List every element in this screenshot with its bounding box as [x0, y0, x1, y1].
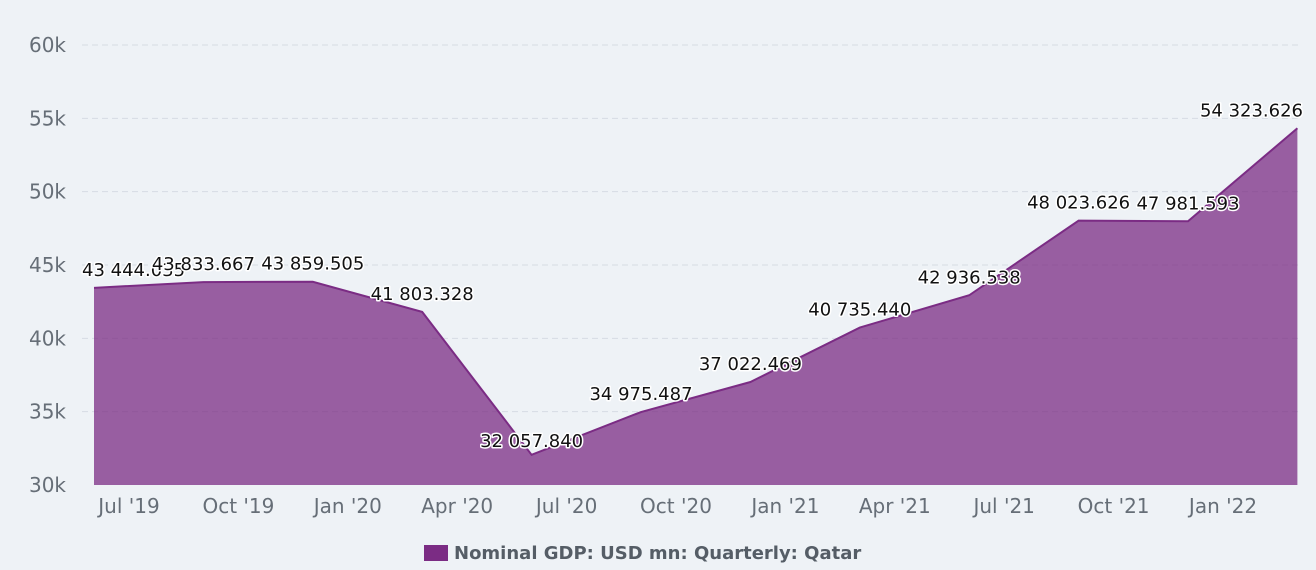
y-tick-label: 50k	[29, 180, 66, 204]
data-label: 43 444.035	[82, 260, 185, 281]
y-tick-label: 55k	[29, 106, 66, 130]
x-tick-label: Oct '19	[202, 494, 274, 518]
x-axis: Jul '19 Oct '19 Jan '20 Apr '20 Jul '20 Oct '…	[96, 494, 1257, 518]
x-tick-label: Oct '21	[1078, 494, 1150, 518]
data-label: 42 936.538	[918, 267, 1021, 288]
area-fill	[94, 128, 1298, 485]
data-label: 48 023.626	[1027, 193, 1130, 214]
data-label: 41 803.328	[371, 284, 474, 305]
x-tick-label: Apr '20	[421, 494, 493, 518]
y-tick-label: 60k	[29, 33, 66, 57]
x-tick-label: Jul '19	[96, 494, 159, 518]
y-tick-label: 30k	[29, 473, 66, 497]
y-tick-label: 45k	[29, 253, 66, 277]
x-tick-label: Jan '22	[1187, 494, 1257, 518]
series-line[interactable]	[93, 127, 1299, 457]
y-tick-label: 35k	[29, 400, 66, 424]
data-label: 43 859.505	[261, 254, 364, 275]
x-tick-label: Jul '20	[534, 494, 597, 518]
x-tick-label: Jan '21	[749, 494, 819, 518]
legend-swatch	[424, 545, 448, 561]
legend[interactable]: Nominal GDP: USD mn: Quarterly: Qatar	[424, 540, 861, 566]
x-tick-label: Jan '20	[312, 494, 382, 518]
data-label: 47 981.593	[1136, 193, 1239, 214]
data-label: 43 833.667	[152, 254, 255, 275]
series-area	[93, 127, 1299, 485]
x-tick-label: Jul '21	[971, 494, 1034, 518]
y-axis: 30k 35k 40k 45k 50k 55k 60k	[29, 33, 66, 497]
data-label: 40 735.440	[808, 300, 911, 321]
data-label: 32 057.840	[480, 431, 583, 452]
x-tick-label: Oct '20	[640, 494, 712, 518]
x-tick-label: Apr '21	[859, 494, 931, 518]
legend-label[interactable]: Nominal GDP: USD mn: Quarterly: Qatar	[454, 542, 862, 564]
data-label: 37 022.469	[699, 354, 802, 375]
data-label: 34 975.487	[589, 384, 692, 405]
area-chart: 30k 35k 40k 45k 50k 55k 60k Jul '19 Oct '19 Jan …	[29, 33, 1305, 518]
data-label: 54 323.626	[1200, 100, 1303, 121]
y-tick-label: 40k	[29, 326, 66, 350]
